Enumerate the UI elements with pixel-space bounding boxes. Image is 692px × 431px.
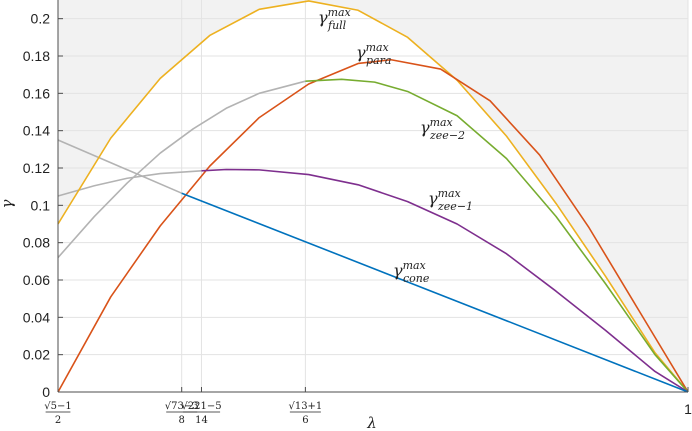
series-line — [57, 0, 689, 393]
auxiliary-line — [57, 170, 202, 197]
series-line — [305, 78, 689, 393]
x-ticks: √5−1 2 √73−3 8 √221−5 14 √13+1 6 1 — [44, 387, 692, 426]
curve-label: γmax full — [318, 6, 352, 32]
y-tick-label: 0.18 — [23, 48, 50, 64]
y-tick-label: 0.2 — [31, 11, 51, 27]
y-tick-label: 0.08 — [23, 235, 50, 251]
x-tick-numerator: √5−1 — [44, 401, 71, 412]
y-tick-label: 0 — [42, 384, 50, 400]
curve-label: γmax cone — [393, 259, 430, 285]
y-tick-label: 0.04 — [23, 309, 50, 325]
x-axis-label: λ — [366, 414, 377, 431]
x-tick-denominator: 6 — [302, 415, 308, 426]
y-ticks: 0 0.02 0.04 0.06 0.08 0.1 0.12 0.14 0.16 0.18 0.2 — [23, 11, 63, 400]
y-tick-label: 0.02 — [23, 347, 50, 363]
x-tick-numerator: √13+1 — [288, 401, 322, 412]
x-tick-numerator: √73−3 — [165, 401, 199, 412]
y-tick-label: 0.1 — [31, 197, 51, 213]
curve-label: γmax para — [356, 41, 391, 67]
auxiliary-line — [57, 80, 306, 259]
curve-label: γmax zee−2 — [420, 116, 465, 142]
series-lines — [57, 0, 689, 393]
x-tick-label: √13+1 6 — [288, 401, 322, 426]
x-tick-label: √5−1 2 — [44, 401, 71, 426]
x-tick-label: 1 — [684, 401, 692, 417]
y-tick-label: 0.06 — [23, 272, 50, 288]
y-axis-label: γ — [0, 199, 16, 208]
y-tick-label: 0.12 — [23, 160, 50, 176]
x-tick-denominator: 14 — [195, 415, 208, 426]
x-tick-denominator: 2 — [55, 415, 61, 426]
curve-label: γmax zee−1 — [428, 187, 473, 213]
auxiliary-line — [57, 139, 183, 194]
shaded-region — [58, 0, 688, 392]
x-tick-denominator: 8 — [179, 415, 185, 426]
series-line — [201, 168, 689, 393]
series-line — [57, 58, 689, 393]
series-line — [181, 192, 689, 393]
y-tick-label: 0.14 — [23, 123, 50, 139]
x-tick-label: √221−5 14 — [181, 401, 221, 426]
x-tick-numerator: √221−5 — [181, 401, 221, 412]
y-tick-label: 0.16 — [23, 85, 50, 101]
